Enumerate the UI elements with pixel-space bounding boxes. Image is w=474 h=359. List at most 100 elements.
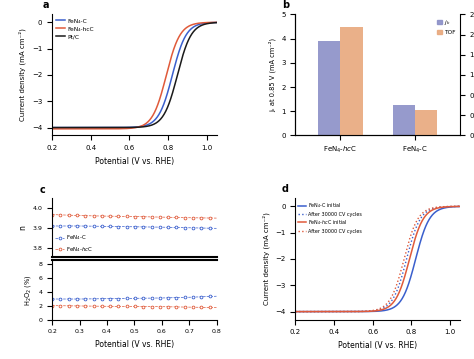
Legend: $j_k$, TOF: $j_k$, TOF [436, 17, 457, 37]
Y-axis label: Current density (mA cm⁻²): Current density (mA cm⁻²) [19, 28, 27, 121]
After 30000 CV cycles [335, 309, 340, 314]
Line: FeN₄-hcC: FeN₄-hcC [52, 22, 217, 129]
X-axis label: Potential (V vs. RHE): Potential (V vs. RHE) [95, 157, 174, 166]
FeN₄-C initial [322, 309, 328, 314]
FeN₄-hcC initial [322, 309, 328, 314]
After 30000 CV cycles [416, 219, 422, 223]
X-axis label: Potential (V vs. RHE): Potential (V vs. RHE) [338, 341, 417, 350]
Pt/C [214, 20, 219, 25]
FeN₄-C [214, 20, 219, 24]
FeN$_4$-$hc$C [93, 214, 99, 218]
FeN₄-hcC [159, 90, 165, 94]
After 30000 CV cycles [402, 253, 408, 257]
FeN$_4$-C [163, 225, 168, 229]
Pt/C [159, 115, 165, 120]
Text: a: a [42, 0, 49, 10]
Legend: FeN₄-C, FeN₄-hcC, Pt/C: FeN₄-C, FeN₄-hcC, Pt/C [55, 17, 95, 41]
FeN$_4$-C [84, 224, 90, 228]
Line: After 30000 CV cycles: After 30000 CV cycles [295, 206, 460, 312]
FeN₄-hcC [78, 127, 84, 131]
FeN₄-C [78, 125, 84, 130]
Y-axis label: H$_2$O$_2$ (%): H$_2$O$_2$ (%) [23, 274, 33, 306]
FeN₄-C [146, 122, 152, 126]
FeN$_4$-C [179, 225, 185, 230]
After 30000 CV cycles [390, 293, 395, 298]
After 30000 CV cycles [367, 309, 373, 313]
Y-axis label: n: n [18, 225, 27, 230]
Bar [340, 27, 363, 135]
FeN₄-hcC [146, 118, 152, 123]
FeN₄-hcC initial [335, 309, 340, 314]
FeN$_4$-C [208, 226, 214, 230]
After 30000 CV cycles [457, 204, 463, 209]
Text: c: c [40, 185, 46, 195]
Pt/C [124, 125, 129, 130]
FeN$_4$-$hc$C [208, 216, 214, 220]
Pt/C [78, 125, 84, 130]
Bar [318, 41, 340, 135]
Line: FeN$_4$-$hc$C: FeN$_4$-$hc$C [51, 213, 218, 219]
Line: FeN₄-C: FeN₄-C [52, 22, 217, 127]
FeN₄-C initial [457, 204, 463, 209]
FeN₄-C initial [416, 244, 422, 248]
Line: Pt/C: Pt/C [52, 23, 217, 127]
Line: After 30000 CV cycles: After 30000 CV cycles [295, 206, 460, 312]
FeN₄-hcC initial [402, 273, 408, 277]
Y-axis label: jₖ at 0.85 V (mA cm⁻²): jₖ at 0.85 V (mA cm⁻²) [268, 38, 276, 112]
FeN$_4$-$hc$C [163, 215, 168, 219]
Bar [392, 105, 415, 135]
Pt/C [146, 124, 152, 128]
Bar [415, 110, 438, 135]
After 30000 CV cycles [335, 309, 340, 314]
FeN₄-hcC initial [292, 309, 298, 314]
FeN₄-C initial [390, 306, 395, 310]
After 30000 CV cycles [322, 309, 328, 314]
FeN₄-C initial [402, 290, 408, 295]
Legend: FeN$_4$-C, FeN$_4$-$hc$C: FeN$_4$-C, FeN$_4$-$hc$C [55, 233, 94, 255]
FeN$_4$-$hc$C [84, 214, 90, 218]
FeN₄-hcC [124, 126, 129, 131]
FeN$_4$-$hc$C [140, 215, 146, 219]
FeN₄-hcC [173, 41, 179, 46]
After 30000 CV cycles [292, 309, 298, 314]
FeN₄-hcC [91, 127, 97, 131]
FeN₄-C [91, 125, 97, 130]
After 30000 CV cycles [457, 204, 463, 209]
Y-axis label: Current density (mA cm⁻²): Current density (mA cm⁻²) [262, 213, 270, 306]
Text: b: b [282, 0, 289, 10]
FeN₄-C initial [292, 309, 298, 314]
Line: FeN₄-hcC initial: FeN₄-hcC initial [295, 206, 460, 312]
FeN₄-C [173, 60, 179, 64]
After 30000 CV cycles [292, 309, 298, 314]
After 30000 CV cycles [322, 309, 328, 314]
Legend: FeN$_4$-C initial, After 30000 CV cycles, FeN$_4$-$hc$C initial, After 30000 CV : FeN$_4$-C initial, After 30000 CV cycles… [298, 201, 362, 234]
Line: FeN$_4$-C: FeN$_4$-C [51, 225, 218, 230]
FeN₄-hcC initial [367, 309, 373, 313]
Pt/C [173, 79, 179, 83]
FeN$_4$-C [140, 225, 146, 229]
After 30000 CV cycles [416, 215, 422, 219]
FeN$_4$-C [214, 226, 219, 230]
X-axis label: Potential (V vs. RHE): Potential (V vs. RHE) [95, 340, 174, 349]
FeN₄-C initial [335, 309, 340, 314]
Pt/C [49, 125, 55, 130]
Text: d: d [282, 183, 289, 194]
FeN$_4$-C [93, 224, 99, 228]
FeN₄-C [159, 107, 165, 111]
Pt/C [91, 125, 97, 130]
FeN₄-hcC [49, 127, 55, 131]
FeN$_4$-$hc$C [179, 215, 185, 220]
FeN$_4$-$hc$C [49, 213, 55, 217]
FeN$_4$-$hc$C [214, 216, 219, 220]
After 30000 CV cycles [367, 309, 373, 313]
FeN₄-C [124, 125, 129, 130]
After 30000 CV cycles [402, 262, 408, 266]
FeN₄-hcC initial [390, 302, 395, 306]
FeN₄-hcC [214, 20, 219, 24]
FeN₄-hcC initial [457, 204, 463, 209]
FeN₄-C [49, 125, 55, 130]
FeN$_4$-C [49, 224, 55, 228]
FeN₄-hcC initial [416, 225, 422, 229]
FeN₄-C initial [367, 309, 373, 314]
After 30000 CV cycles [390, 298, 395, 302]
